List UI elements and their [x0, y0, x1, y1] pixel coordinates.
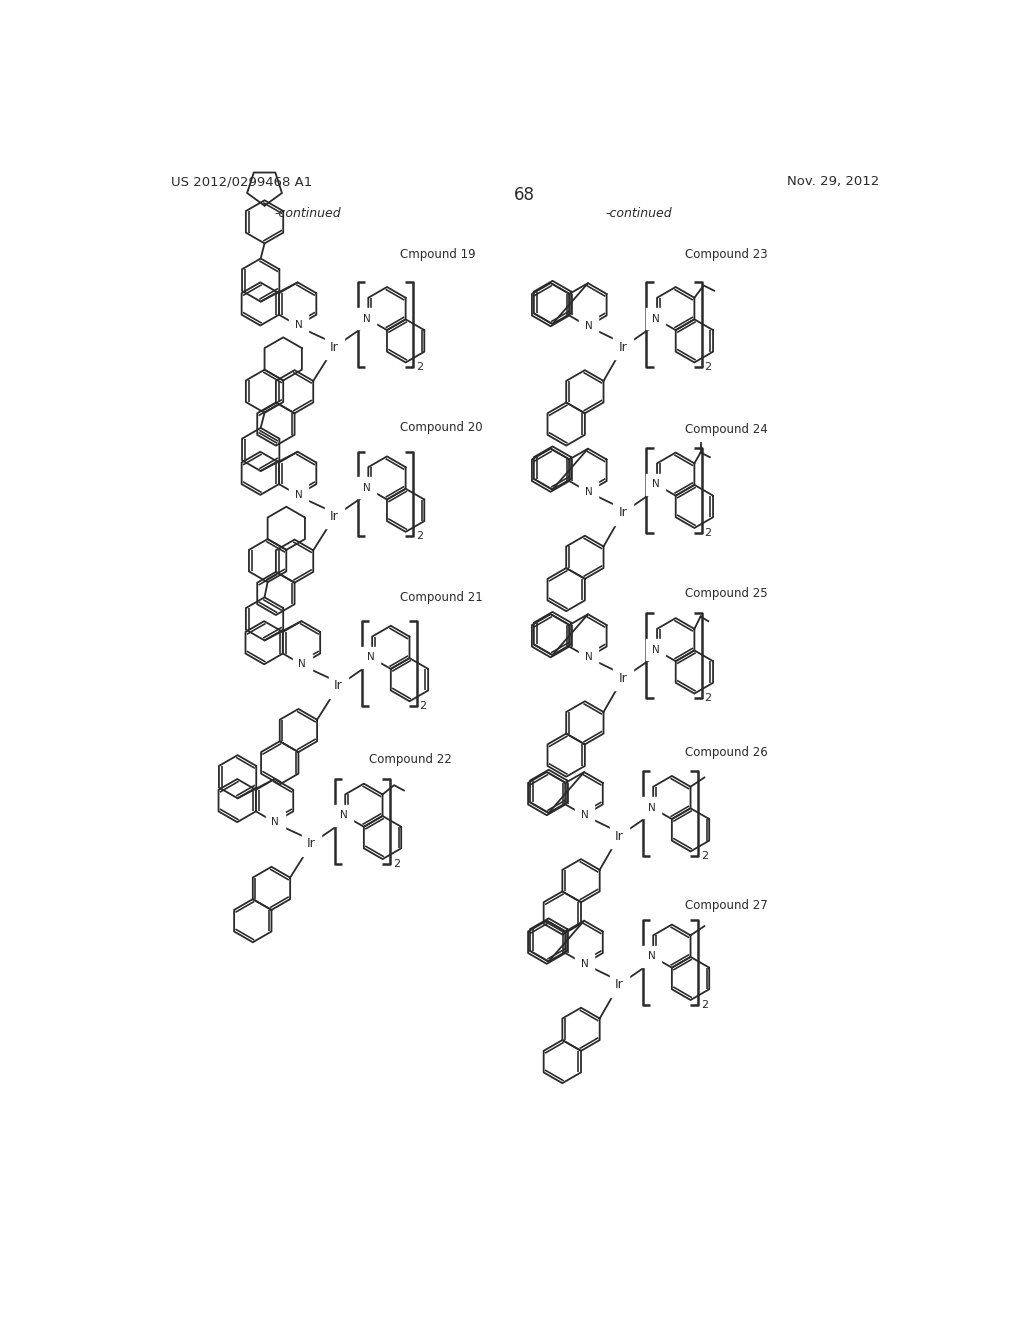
Text: Ir: Ir	[307, 837, 315, 850]
Text: N: N	[295, 490, 302, 500]
Text: 2: 2	[416, 532, 423, 541]
Text: Compound 21: Compound 21	[400, 591, 482, 603]
Text: Ir: Ir	[618, 341, 628, 354]
Text: US 2012/0299468 A1: US 2012/0299468 A1	[171, 176, 312, 187]
Text: Ir: Ir	[615, 829, 624, 842]
Text: Ir: Ir	[330, 341, 339, 354]
Text: 2: 2	[392, 859, 399, 869]
Text: Ir: Ir	[330, 510, 339, 523]
Text: N: N	[585, 487, 593, 496]
Text: Cmpound 19: Cmpound 19	[400, 248, 476, 261]
Text: 2: 2	[705, 528, 712, 537]
Text: N: N	[581, 958, 589, 969]
Text: -continued: -continued	[274, 207, 341, 220]
Text: Compound 22: Compound 22	[370, 752, 452, 766]
Text: Compound 23: Compound 23	[685, 248, 768, 261]
Text: N: N	[295, 321, 302, 330]
Text: N: N	[648, 952, 655, 961]
Text: Compound 26: Compound 26	[685, 746, 768, 759]
Text: Compound 25: Compound 25	[685, 587, 768, 601]
Text: Ir: Ir	[615, 978, 624, 991]
Text: Ir: Ir	[334, 680, 343, 693]
Text: N: N	[585, 652, 593, 663]
Text: 68: 68	[514, 186, 536, 205]
Text: Ir: Ir	[618, 672, 628, 685]
Text: N: N	[648, 803, 655, 813]
Text: N: N	[362, 314, 371, 323]
Text: Ir: Ir	[618, 506, 628, 519]
Text: -continued: -continued	[605, 207, 672, 220]
Text: Compound 27: Compound 27	[685, 899, 768, 912]
Text: N: N	[298, 659, 306, 669]
Text: 2: 2	[700, 851, 708, 861]
Text: Compound 24: Compound 24	[685, 422, 768, 436]
Text: N: N	[651, 644, 659, 655]
Text: N: N	[581, 810, 589, 820]
Text: 2: 2	[700, 999, 708, 1010]
Text: 2: 2	[420, 701, 427, 711]
Text: Compound 20: Compound 20	[400, 421, 482, 434]
Text: 2: 2	[705, 362, 712, 372]
Text: Nov. 29, 2012: Nov. 29, 2012	[786, 176, 879, 187]
Text: N: N	[367, 652, 375, 663]
Text: N: N	[340, 810, 347, 820]
Text: 2: 2	[705, 693, 712, 704]
Text: 2: 2	[416, 362, 423, 372]
Text: N: N	[585, 321, 593, 331]
Text: N: N	[362, 483, 371, 492]
Text: N: N	[271, 817, 280, 828]
Text: N: N	[651, 314, 659, 323]
Text: N: N	[651, 479, 659, 490]
